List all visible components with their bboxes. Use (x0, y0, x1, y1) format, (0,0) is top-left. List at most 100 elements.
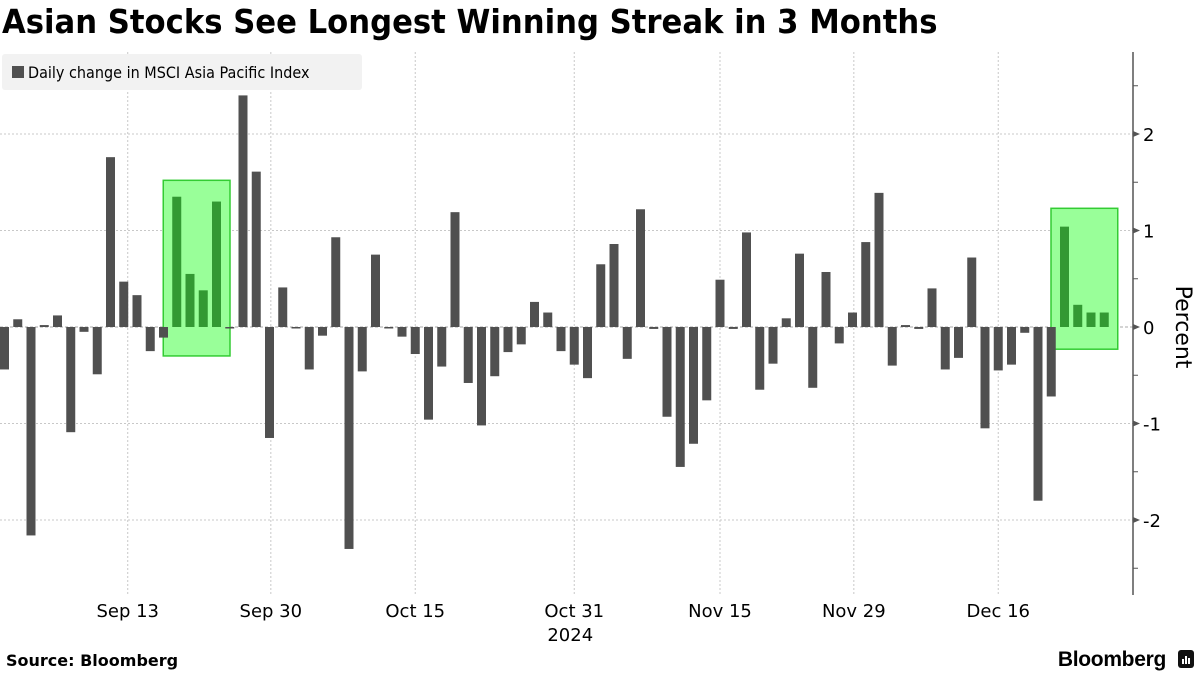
bar (79, 327, 89, 332)
bar (927, 288, 937, 327)
bar (874, 192, 884, 327)
bar (609, 244, 619, 327)
bar (728, 327, 738, 329)
bar (172, 196, 182, 327)
bar (1099, 312, 1109, 327)
bar (848, 312, 857, 327)
bar (980, 327, 990, 429)
bar (901, 325, 910, 327)
x-tick-label: Nov 15 (688, 601, 752, 622)
bars (0, 95, 1109, 549)
bar (967, 257, 977, 327)
bar (371, 254, 380, 327)
bar (132, 295, 142, 327)
bar (503, 327, 513, 353)
bar (530, 301, 539, 327)
bar (490, 327, 500, 377)
source-note: Source: Bloomberg (6, 651, 179, 670)
y-tick (1133, 420, 1140, 427)
bar (940, 327, 950, 370)
bar (1073, 304, 1083, 327)
bar (159, 327, 168, 338)
bar (357, 327, 367, 372)
bar (675, 327, 685, 467)
bar (477, 327, 486, 426)
bar (662, 327, 672, 417)
bar (437, 327, 447, 367)
bar (384, 327, 394, 329)
x-tick-label: Dec 16 (967, 601, 1030, 622)
bar (1033, 327, 1043, 501)
x-tick-label: Oct 31 (544, 601, 604, 622)
bar (569, 327, 579, 365)
bar (278, 287, 288, 327)
bar (556, 327, 566, 352)
x-year-label: 2024 (547, 625, 593, 646)
bar (145, 327, 155, 352)
y-tick-label: 2 (1143, 125, 1154, 146)
bar (225, 327, 235, 329)
bar (410, 327, 420, 355)
x-tick-label: Sep 30 (240, 601, 303, 622)
y-tick (1133, 324, 1140, 330)
bar (993, 327, 1003, 371)
legend-label: Daily change in MSCI Asia Pacific Index (28, 62, 310, 82)
bar (185, 273, 195, 327)
bar (331, 237, 341, 327)
bar (954, 327, 963, 358)
chart-title: Asian Stocks See Longest Winning Streak … (2, 2, 938, 41)
bar (344, 327, 354, 549)
bar (1086, 312, 1096, 327)
bar (543, 312, 553, 327)
bar (463, 327, 473, 383)
bar (318, 327, 327, 336)
y-tick-label: -1 (1143, 415, 1161, 436)
bar (755, 327, 765, 390)
bar (291, 327, 301, 329)
legend-swatch (12, 66, 24, 78)
bar (596, 264, 606, 327)
bar (1007, 327, 1016, 365)
bar (304, 327, 314, 370)
y-axis: 2 1 0 -1 -2 Percent (1132, 52, 1195, 595)
bar (768, 327, 778, 364)
bar (636, 209, 645, 327)
y-tick (1133, 517, 1140, 523)
bar (715, 279, 725, 327)
legend: Daily change in MSCI Asia Pacific Index (2, 54, 362, 90)
bar (834, 327, 844, 344)
bar (0, 327, 9, 370)
bar (1020, 327, 1030, 333)
bar (861, 242, 871, 327)
y-axis-label: Percent (1170, 286, 1195, 369)
bar (1060, 226, 1069, 327)
bar (106, 157, 115, 327)
bar (1046, 327, 1056, 397)
bar (39, 325, 49, 327)
bar (795, 253, 804, 327)
bar (397, 327, 407, 337)
bar (53, 315, 62, 327)
bar (265, 327, 274, 438)
bar (649, 327, 659, 329)
y-tick (1133, 131, 1140, 137)
bar (66, 327, 76, 433)
bar (198, 290, 208, 327)
y-tick-label: 0 (1143, 318, 1154, 339)
x-tick-label: Oct 15 (385, 601, 445, 622)
bar (742, 232, 751, 327)
x-axis: Sep 13 Sep 30 Oct 15 Oct 31 Nov 15 Nov 29 Dec … (96, 601, 1030, 646)
bar (238, 95, 248, 328)
bar (622, 327, 632, 359)
bar (821, 271, 831, 327)
bar (914, 327, 924, 329)
y-tick-label: -2 (1143, 511, 1161, 532)
brand-logo: Bloomberg (1057, 648, 1166, 671)
y-tick (1133, 227, 1140, 234)
bar (251, 171, 261, 327)
bar (119, 281, 129, 327)
bar (781, 318, 791, 327)
bar (702, 327, 712, 401)
bar (13, 319, 23, 327)
